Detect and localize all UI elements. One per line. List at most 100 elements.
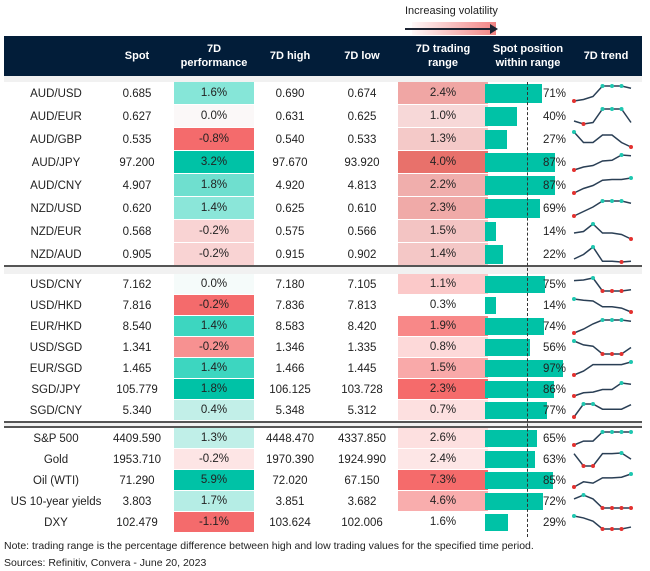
header-spot: Spot — [124, 50, 150, 62]
high-value: 3.851 — [275, 495, 305, 508]
row-label: AUD/USD — [30, 87, 82, 100]
trend-high-marker — [619, 318, 624, 322]
position-bar — [485, 245, 503, 264]
spot-value: 0.685 — [122, 87, 152, 100]
position-label: 85% — [542, 474, 566, 487]
trend-sparkline — [572, 402, 632, 419]
spot-value: 0.627 — [122, 110, 152, 123]
table-header: Spot 7D performance 7D high 7D low 7D tr… — [4, 36, 642, 76]
row-label: USD/HKD — [30, 299, 82, 312]
low-value: 0.610 — [347, 202, 377, 215]
table-row: S&P 500 4409.590 1.3% 4448.470 4337.850 2.6% 6… — [4, 428, 642, 449]
trend-low-marker — [572, 191, 576, 195]
low-value: 0.902 — [347, 248, 377, 261]
low-value: 103.728 — [341, 383, 383, 396]
volatility-arrow-line — [405, 28, 493, 30]
trend-sparkline — [572, 381, 632, 398]
performance-cell: 1.8% — [174, 174, 254, 196]
trading-range-cell: 2.3% — [398, 379, 488, 399]
trend-high-marker — [572, 297, 576, 301]
table-row: SGD/CNY 5.340 0.4% 5.348 5.312 0.7% 77% — [4, 400, 642, 421]
table-row: NZD/EUR 0.568 -0.2% 0.575 0.566 1.5% 14% — [4, 220, 642, 243]
trend-high-marker — [581, 402, 586, 406]
position-label: 71% — [542, 87, 566, 100]
trading-range-cell: 1.3% — [398, 128, 488, 150]
high-value: 0.915 — [275, 248, 305, 261]
high-value: 0.540 — [275, 133, 305, 146]
spot-value: 8.540 — [122, 320, 152, 333]
trading-range-cell: 2.4% — [398, 82, 488, 104]
trend-low-marker — [600, 352, 605, 356]
trend-high-marker — [600, 318, 605, 322]
performance-cell: 3.2% — [174, 151, 254, 173]
row-label: AUD/JPY — [31, 156, 81, 169]
table-row: AUD/GBP 0.535 -0.8% 0.540 0.533 1.3% 27% — [4, 128, 642, 151]
trading-range-cell: 2.6% — [398, 428, 488, 448]
trend-sparkline — [572, 176, 633, 195]
position-bar — [485, 339, 530, 356]
position-bar — [485, 222, 497, 241]
low-value: 5.312 — [347, 404, 377, 417]
trading-range-cell: 1.5% — [398, 220, 488, 242]
trend-high-marker — [591, 402, 595, 406]
position-bar — [485, 493, 543, 510]
spot-value: 3.803 — [122, 495, 152, 508]
trend-low-marker — [572, 214, 576, 218]
trend-low-marker — [572, 331, 576, 335]
performance-cell: 1.4% — [174, 316, 254, 336]
trend-low-marker — [600, 527, 605, 531]
trend-line — [573, 403, 632, 418]
position-label: 65% — [542, 432, 566, 445]
row-label: AUD/GBP — [30, 133, 82, 146]
trend-high-marker — [629, 360, 633, 364]
trend-sparkline — [572, 514, 632, 531]
trend-low-marker — [629, 237, 633, 241]
low-value: 102.006 — [341, 516, 383, 529]
high-value: 0.575 — [275, 225, 305, 238]
trend-high-marker — [619, 107, 624, 111]
low-value: 4.813 — [347, 179, 377, 192]
trend-high-marker — [619, 199, 624, 203]
trend-high-marker — [572, 339, 576, 343]
row-label: US 10-year yields — [10, 495, 102, 508]
position-bar — [485, 402, 547, 419]
table-row: SGD/JPY 105.779 1.8% 106.125 103.728 2.3% 86% — [4, 379, 642, 400]
trend-line — [573, 131, 632, 148]
header-spot-position: Spot position within range — [492, 43, 564, 69]
row-label: EUR/SGD — [29, 362, 83, 375]
position-bar — [485, 84, 542, 103]
trend-sparkline — [572, 297, 633, 314]
trend-sparkline — [573, 276, 632, 293]
position-label: 14% — [542, 299, 566, 312]
position-bar — [485, 107, 517, 126]
low-value: 0.674 — [347, 87, 377, 100]
header-trading-range: 7D trading range — [415, 43, 471, 69]
trend-sparkline — [572, 84, 632, 103]
row-label: AUD/CNY — [30, 179, 82, 192]
table-row: Oil (WTI) 71.290 5.9% 72.020 67.150 7.3% 85% — [4, 470, 642, 491]
position-bar — [485, 130, 507, 149]
low-value: 1924.990 — [338, 453, 386, 466]
table-row: DXY 102.479 -1.1% 103.624 102.006 1.6% 29% — [4, 512, 642, 533]
row-label: EUR/HKD — [30, 320, 82, 333]
trend-line — [573, 85, 632, 102]
separator-band — [4, 267, 642, 274]
trend-line — [573, 200, 632, 217]
trend-line — [573, 177, 632, 194]
position-bar — [485, 381, 554, 398]
trend-high-marker — [591, 222, 595, 226]
trend-low-marker — [581, 464, 586, 468]
spot-value: 1.341 — [122, 341, 152, 354]
position-bar — [485, 430, 537, 447]
performance-cell: -0.2% — [174, 220, 254, 242]
trend-low-marker — [629, 145, 633, 149]
low-value: 1.445 — [347, 362, 377, 375]
spot-value: 7.816 — [122, 299, 152, 312]
low-value: 67.150 — [344, 474, 380, 487]
trend-high-marker — [610, 107, 614, 111]
trend-line — [573, 223, 632, 240]
trend-high-marker — [619, 451, 624, 455]
table-row: EUR/SGD 1.465 1.4% 1.466 1.445 1.5% 97% — [4, 358, 642, 379]
header-low: 7D low — [344, 50, 380, 62]
spot-value: 0.535 — [122, 133, 152, 146]
